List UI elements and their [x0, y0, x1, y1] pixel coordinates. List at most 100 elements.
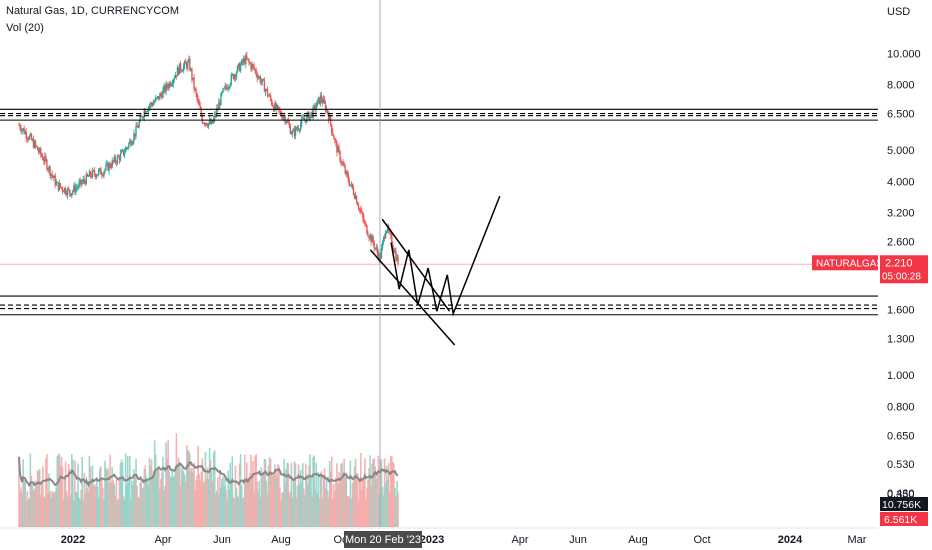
candle-body — [164, 85, 166, 92]
candle-body — [117, 156, 120, 158]
last-price-label: 2.210 — [885, 257, 913, 269]
candle-body — [187, 61, 189, 69]
candle-body — [47, 169, 49, 171]
volume-bar — [25, 500, 28, 527]
candle-body — [48, 166, 50, 170]
volume-bar — [144, 465, 147, 527]
volume-bar — [50, 497, 52, 527]
volume-bar — [143, 468, 146, 527]
candle-body — [169, 82, 171, 86]
candle-body — [165, 83, 167, 92]
volume-bar — [193, 462, 195, 527]
volume-bar — [108, 483, 110, 527]
volume-bar — [281, 492, 283, 527]
volume-bar — [283, 458, 285, 527]
volume-bar — [388, 492, 391, 527]
volume-bar — [289, 491, 292, 527]
candle-body — [102, 175, 104, 177]
volume-bar — [74, 460, 76, 527]
volume-bar — [315, 462, 318, 527]
volume-bar — [214, 493, 217, 527]
candle-body — [248, 59, 250, 63]
volume-bar — [66, 496, 69, 527]
volume-bar — [296, 486, 299, 527]
volume-bar — [309, 454, 311, 527]
candle-body — [114, 156, 117, 162]
candle-body — [344, 166, 346, 174]
candle-body — [311, 112, 313, 118]
candle-body — [197, 99, 199, 102]
volume-bar — [152, 470, 155, 527]
time-tick-label: 2022 — [61, 534, 85, 546]
volume-bar — [28, 498, 31, 527]
volume-bar — [162, 456, 164, 527]
candle-body — [374, 247, 376, 249]
candle-body — [84, 181, 86, 185]
volume-bar — [230, 483, 233, 527]
volume-bar — [73, 500, 75, 527]
candle-body — [168, 82, 170, 89]
candle-body — [240, 59, 243, 65]
candle-body — [95, 175, 98, 178]
candle-body — [111, 160, 113, 168]
candle-body — [346, 171, 348, 175]
volume-bar — [203, 481, 206, 527]
candle-body — [22, 128, 24, 130]
candle-body — [135, 125, 137, 137]
volume-bar — [42, 466, 44, 527]
candle-body — [192, 77, 194, 80]
candle-body — [182, 65, 185, 71]
time-tick-label: Mar — [848, 534, 867, 546]
volume-bar — [346, 496, 349, 527]
candle-body — [196, 93, 198, 100]
candle-body — [198, 101, 200, 106]
volume-bar — [187, 450, 189, 527]
volume-bar — [176, 463, 179, 527]
volume-bar — [208, 447, 211, 527]
volume-bar — [33, 488, 36, 527]
volume-bar — [18, 456, 20, 527]
candle-body — [124, 147, 127, 153]
volume-bar — [110, 482, 112, 527]
candle-body — [94, 174, 97, 178]
candle-body — [55, 182, 57, 186]
volume-bar — [170, 476, 173, 527]
candle-body — [50, 173, 52, 176]
volume-bar — [84, 493, 87, 527]
volume-bar — [200, 471, 203, 527]
candle-body — [128, 143, 130, 148]
candle-body — [166, 83, 168, 88]
volume-bar — [165, 442, 167, 527]
candle-body — [155, 97, 157, 102]
volume-bar — [331, 499, 334, 527]
candle-body — [173, 78, 176, 80]
candle-body — [257, 77, 259, 79]
volume-bar — [295, 498, 298, 527]
candle-body — [34, 141, 37, 146]
volume-bar — [205, 479, 208, 527]
candle-body — [25, 131, 27, 139]
candle-body — [66, 188, 69, 196]
candle-body — [18, 124, 20, 126]
volume-bar — [177, 457, 180, 527]
candle-body — [290, 133, 293, 135]
candle-body — [201, 115, 204, 124]
candle-body — [24, 131, 26, 134]
volume-bar — [54, 491, 57, 527]
volume-bar — [120, 459, 123, 527]
volume-bar — [376, 471, 379, 527]
volume-bar — [181, 469, 184, 527]
candle-body — [176, 67, 179, 77]
candle-body — [270, 99, 273, 105]
volume-bar — [72, 459, 74, 527]
candle-body — [328, 115, 331, 121]
volume-bar — [396, 481, 398, 527]
volume-bar — [222, 476, 224, 527]
volume-bar — [34, 480, 37, 527]
price-tick-label: 4.000 — [887, 176, 915, 188]
candle-body — [355, 195, 358, 204]
candle-body — [116, 156, 119, 164]
candle-body — [61, 187, 64, 191]
volume-bar — [221, 479, 223, 527]
